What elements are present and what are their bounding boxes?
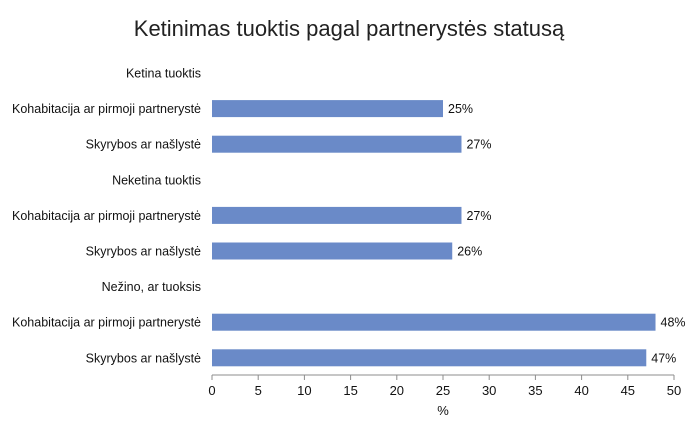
x-tick-label: 20 bbox=[390, 383, 404, 398]
x-axis: 0 5 10 15 20 25 30 35 40 45 50 bbox=[208, 374, 681, 398]
data-label: 27% bbox=[466, 138, 491, 152]
x-tick-label: 50 bbox=[667, 383, 681, 398]
category-label: Kohabitacija ar pirmoji partnerystė bbox=[12, 316, 201, 330]
x-tick-label: 25 bbox=[436, 383, 450, 398]
category-labels: Ketina tuoktis Kohabitacija ar pirmoji pa… bbox=[12, 67, 201, 366]
data-label: 26% bbox=[457, 245, 482, 259]
category-label: Skyrybos ar našlystė bbox=[86, 138, 201, 152]
data-label: 25% bbox=[448, 102, 473, 116]
category-label: Skyrybos ar našlystė bbox=[86, 351, 201, 365]
bar bbox=[212, 135, 462, 153]
x-tick-label: 5 bbox=[255, 383, 262, 398]
category-label: Kohabitacija ar pirmoji partnerystė bbox=[12, 209, 201, 223]
x-axis-label: % bbox=[437, 403, 449, 418]
x-tick-label: 35 bbox=[528, 383, 542, 398]
bar bbox=[212, 100, 443, 118]
bar bbox=[212, 206, 462, 224]
x-tick-label: 40 bbox=[574, 383, 588, 398]
category-label: Kohabitacija ar pirmoji partnerystė bbox=[12, 102, 201, 116]
x-tick-label: 30 bbox=[482, 383, 496, 398]
category-label: Neketina tuoktis bbox=[112, 173, 201, 187]
bar bbox=[212, 242, 453, 260]
chart-title: Ketinimas tuoktis pagal partnerystės sta… bbox=[134, 16, 565, 41]
category-label: Ketina tuoktis bbox=[126, 67, 201, 81]
bar bbox=[212, 349, 647, 367]
category-label: Skyrybos ar našlystė bbox=[86, 245, 201, 259]
x-tick-label: 0 bbox=[208, 383, 215, 398]
data-label: 47% bbox=[651, 351, 676, 365]
x-tick-label: 10 bbox=[297, 383, 311, 398]
data-label: 48% bbox=[661, 316, 686, 330]
x-tick-label: 45 bbox=[621, 383, 635, 398]
bar bbox=[212, 313, 656, 331]
bars-layer: 25% 27% 27% 26% 48% 47% bbox=[212, 100, 686, 367]
data-label: 27% bbox=[466, 209, 491, 223]
x-tick-label: 15 bbox=[343, 383, 357, 398]
category-label: Nežino, ar tuoksis bbox=[102, 280, 201, 294]
